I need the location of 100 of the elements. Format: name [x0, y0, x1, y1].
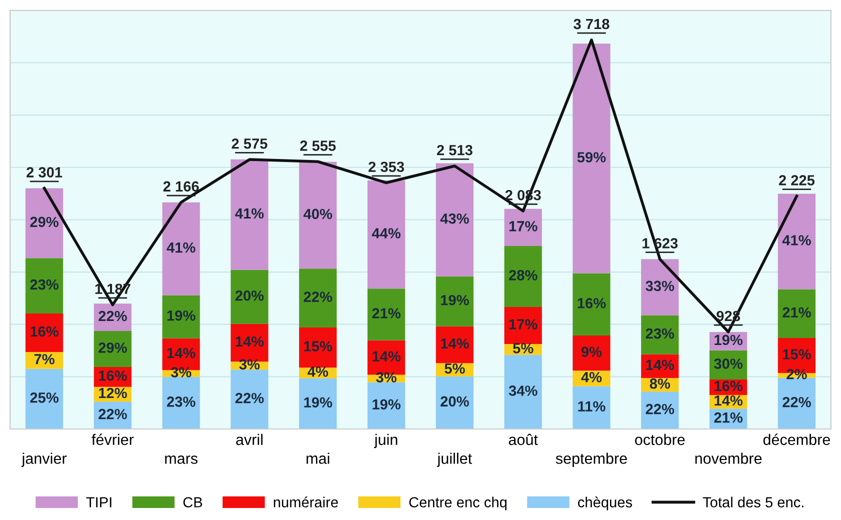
annotation: 22% — [782, 396, 811, 408]
annotation: 19% — [304, 397, 332, 408]
bar — [25, 313, 64, 352]
x-tick-label: mars — [165, 456, 198, 464]
bar — [230, 370, 268, 429]
annotation: 22% — [98, 408, 127, 420]
x-tick-label: février — [92, 434, 134, 446]
annotation: 44% — [372, 228, 401, 238]
bar — [94, 330, 132, 367]
bar — [778, 194, 816, 290]
bar — [25, 368, 64, 429]
data-label: 3 718 — [574, 18, 610, 30]
bar — [162, 202, 200, 296]
annotation: 29% — [98, 342, 127, 353]
bar — [572, 44, 610, 274]
bar — [299, 378, 337, 429]
x-tick-label: juin — [374, 434, 398, 448]
annotation: 5% — [513, 343, 534, 354]
bar — [162, 295, 200, 338]
annotation: 28% — [509, 270, 538, 280]
bar — [299, 268, 337, 328]
annotation: 20% — [440, 396, 469, 407]
bar — [778, 378, 816, 429]
bar — [572, 386, 610, 429]
annotation: 14% — [714, 395, 743, 406]
annotation: 20% — [235, 290, 264, 301]
bar — [436, 163, 474, 276]
annotation: 19% — [441, 294, 469, 306]
bar — [230, 270, 268, 324]
annotation: 17% — [509, 221, 538, 232]
annotation: 14% — [441, 338, 469, 349]
x-tick-label: mai — [306, 452, 330, 464]
annotation: 22% — [304, 292, 332, 302]
annotation: 59% — [577, 152, 606, 162]
x-tick-label: avril — [236, 434, 262, 446]
annotation: 16% — [30, 326, 59, 337]
annotation: 22% — [646, 404, 674, 414]
data-label: 2 575 — [232, 138, 268, 149]
annotation: 5% — [444, 363, 465, 374]
annotation: 21% — [714, 412, 743, 423]
bar — [641, 259, 679, 316]
bar — [436, 276, 474, 326]
bar — [367, 288, 406, 340]
x-tick-label: septembre — [556, 452, 627, 467]
annotation: 15% — [783, 349, 811, 360]
bar — [436, 326, 474, 364]
bar — [230, 159, 268, 270]
annotation: 29% — [30, 216, 59, 228]
annotation: 3% — [239, 359, 260, 370]
data-label: 2 555 — [300, 140, 336, 151]
annotation: 23% — [167, 396, 196, 407]
bar — [641, 315, 679, 354]
bar — [436, 376, 474, 429]
legend-label: TIPI — [86, 497, 112, 508]
annotation: 3% — [376, 372, 396, 382]
annotation: 21% — [372, 308, 401, 318]
bar — [572, 273, 610, 336]
annotation: 14% — [646, 360, 674, 370]
data-label: 2 166 — [163, 181, 199, 192]
bar — [504, 246, 542, 307]
legend-label: Total des 5 enc. — [702, 496, 804, 508]
annotation: 16% — [99, 370, 127, 381]
bar — [367, 382, 406, 429]
data-label: 2 353 — [368, 162, 404, 172]
x-tick-label: octobre — [635, 434, 685, 446]
x-tick-label: août — [508, 434, 538, 446]
bar — [25, 258, 64, 314]
data-label: 2 513 — [436, 144, 472, 156]
annotation: 19% — [714, 334, 743, 346]
bar — [162, 376, 200, 429]
annotation: 41% — [235, 208, 264, 219]
annotation: 14% — [236, 336, 264, 347]
annotation: 12% — [99, 388, 127, 398]
legend-label: CB — [183, 497, 202, 508]
annotation: 22% — [235, 392, 264, 404]
annotation: 41% — [166, 242, 196, 253]
annotation: 19% — [372, 399, 401, 410]
annotation: 21% — [782, 307, 811, 318]
bar — [367, 180, 406, 289]
bar — [504, 306, 542, 344]
x-tick-label: décembre — [763, 434, 830, 446]
legend-label: chèques — [578, 496, 632, 510]
bar — [504, 208, 542, 246]
bar — [572, 336, 610, 371]
annotation: 19% — [167, 310, 196, 321]
annotation: 33% — [646, 280, 674, 292]
annotation: 11% — [578, 401, 606, 412]
x-tick-label: juillet — [436, 452, 472, 467]
annotation: 30% — [714, 358, 743, 369]
annotation: 25% — [30, 392, 59, 403]
bar — [504, 354, 542, 429]
x-tick-label: janvier — [21, 452, 67, 467]
annotation: 23% — [646, 328, 674, 339]
annotation: 17% — [509, 319, 538, 330]
bar — [299, 327, 337, 368]
annotation: 41% — [782, 235, 811, 246]
annotation: 4% — [581, 372, 602, 382]
legend-label: Centre enc chq — [409, 496, 506, 510]
annotation: 34% — [508, 386, 538, 396]
annotation: 16% — [714, 380, 743, 392]
